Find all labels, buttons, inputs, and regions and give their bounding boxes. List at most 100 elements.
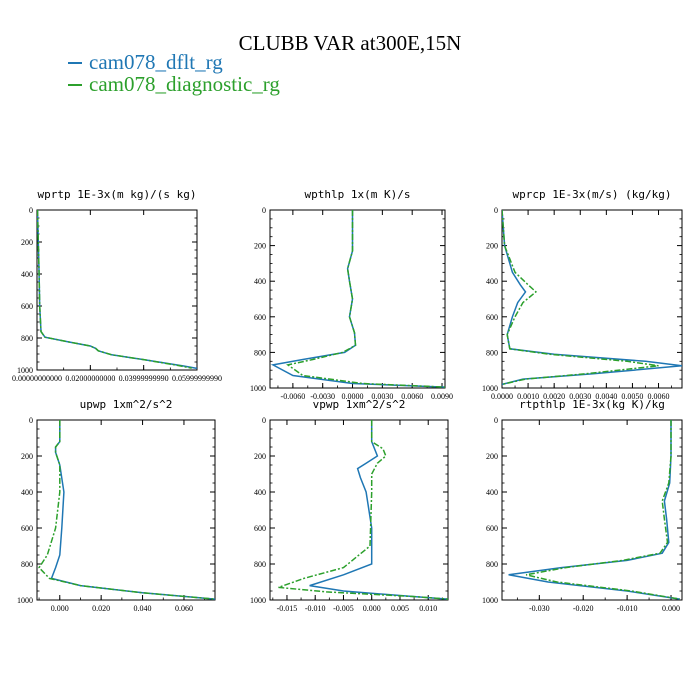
series-line-diagnostic <box>38 420 215 600</box>
series-line-diagnostic <box>286 210 445 388</box>
y-tick-label: 600 <box>21 302 33 311</box>
y-tick-label: 1000 <box>482 596 498 605</box>
legend-line-diagnostic <box>68 84 82 87</box>
x-tick-label: 0.000 <box>662 604 680 613</box>
plot-frame <box>501 209 683 389</box>
y-tick-label: 0 <box>262 416 266 425</box>
y-tick-label: 200 <box>254 452 266 461</box>
series-line-dflt <box>508 420 680 600</box>
x-tick-label: -0.010 <box>617 604 638 613</box>
series-line-dflt <box>270 210 445 388</box>
series-line-diagnostic <box>37 210 192 369</box>
x-tick-label: -0.0030 <box>310 392 335 401</box>
x-tick-label: 0.02000000000 <box>65 374 115 383</box>
x-tick-label: 0.010 <box>419 604 437 613</box>
x-tick-label: 0.0060 <box>648 392 670 401</box>
y-tick-label: 1000 <box>482 384 498 393</box>
x-tick-label: 0.05999999990 <box>172 374 222 383</box>
x-tick-label: 0.005 <box>391 604 409 613</box>
x-tick-label: 0.0000 <box>491 392 513 401</box>
y-tick-label: 1000 <box>250 596 266 605</box>
x-tick-label: 0.0060 <box>401 392 423 401</box>
y-tick-label: 200 <box>21 452 33 461</box>
y-tick-label: 800 <box>486 348 498 357</box>
plot-frame <box>269 419 449 601</box>
x-tick-label: 0.0030 <box>569 392 591 401</box>
x-tick-label: 0.040 <box>134 604 152 613</box>
series-line-diagnostic <box>502 210 659 386</box>
x-tick-label: 0.000 <box>363 604 381 613</box>
y-tick-label: 400 <box>21 270 33 279</box>
series-line-dflt <box>37 210 197 370</box>
x-tick-label: -0.0060 <box>281 392 306 401</box>
x-tick-label: -0.010 <box>305 604 326 613</box>
y-tick-label: 600 <box>486 313 498 322</box>
y-tick-label: 600 <box>254 524 266 533</box>
legend-label-dflt: cam078_dflt_rg <box>89 50 223 74</box>
x-tick-label: 0.0040 <box>595 392 617 401</box>
y-tick-label: 200 <box>254 242 266 251</box>
x-tick-label: -0.015 <box>277 604 298 613</box>
y-tick-label: 800 <box>21 560 33 569</box>
y-tick-label: 0 <box>494 416 498 425</box>
x-tick-label: 0.0030 <box>371 392 393 401</box>
y-tick-label: 800 <box>254 560 266 569</box>
panel-title: wpthlp 1x(m K)/s <box>305 188 411 201</box>
x-tick-label: 0.0050 <box>621 392 643 401</box>
series-line-diagnostic <box>525 420 680 600</box>
x-tick-label: 0.0090 <box>431 392 453 401</box>
y-tick-label: 600 <box>486 524 498 533</box>
x-tick-label: 0.060 <box>175 604 193 613</box>
y-tick-label: 0 <box>494 206 498 215</box>
figure-title: CLUBB VAR at300E,15N <box>238 31 462 55</box>
y-tick-label: 400 <box>486 277 498 286</box>
x-tick-label: -0.020 <box>573 604 594 613</box>
panel-3: wprcp 1E-3x(m/s) (kg/kg) 0 200 400 600 800 100… <box>482 188 683 401</box>
legend-entry-diagnostic: cam078_diagnostic_rg <box>68 72 280 97</box>
plot-frame <box>501 419 683 601</box>
x-tick-label: -0.030 <box>529 604 550 613</box>
panel-title: upwp 1xm^2/s^2 <box>80 398 173 411</box>
legend-line-dflt <box>68 62 82 65</box>
panel-title: vpwp 1xm^2/s^2 <box>313 398 406 411</box>
y-tick-label: 200 <box>486 242 498 251</box>
x-tick-label: 0.03999999990 <box>119 374 169 383</box>
panel-title: wprcp 1E-3x(m/s) (kg/kg) <box>513 188 672 201</box>
y-tick-label: 400 <box>254 488 266 497</box>
x-tick-label: 0.0020 <box>543 392 565 401</box>
series-line-dflt <box>309 420 448 600</box>
y-tick-label: 200 <box>486 452 498 461</box>
x-tick-label: -0.005 <box>333 604 354 613</box>
panel-title: wprtp 1E-3x(m kg)/(s kg) <box>38 188 197 201</box>
y-tick-label: 1000 <box>250 384 266 393</box>
plot-frame <box>36 419 216 601</box>
y-tick-label: 800 <box>486 560 498 569</box>
y-tick-label: 400 <box>21 488 33 497</box>
y-tick-label: 0 <box>29 206 33 215</box>
x-tick-label: 0.0010 <box>517 392 539 401</box>
x-tick-label: 0.0000 <box>342 392 364 401</box>
y-tick-label: 0 <box>29 416 33 425</box>
panel-1: wprtp 1E-3x(m kg)/(s kg) 0 200 400 600 800 100… <box>12 188 222 383</box>
panel-title: rtpthlp 1E-3x(kg K)/kg <box>519 398 665 411</box>
y-tick-label: 800 <box>254 348 266 357</box>
y-tick-label: 1000 <box>17 366 33 375</box>
y-tick-label: 1000 <box>17 596 33 605</box>
series-line-dflt <box>50 420 215 600</box>
panel-6: rtpthlp 1E-3x(kg K)/kg 0 200 400 600 800 1000 -… <box>482 398 683 613</box>
x-tick-label: 0.020 <box>92 604 110 613</box>
panel-4: upwp 1xm^2/s^2 0 200 400 600 800 1000 0.000 0.02… <box>17 398 216 613</box>
y-tick-label: 200 <box>21 238 33 247</box>
y-tick-label: 600 <box>254 313 266 322</box>
x-tick-label: 0.000 <box>51 604 69 613</box>
series-line-diagnostic <box>278 420 448 600</box>
y-tick-label: 400 <box>254 277 266 286</box>
y-tick-label: 600 <box>21 524 33 533</box>
y-tick-label: 0 <box>262 206 266 215</box>
x-tick-label: 0.00000000000 <box>12 374 62 383</box>
panel-2: wpthlp 1x(m K)/s 0 200 400 600 800 1000 -0.0060… <box>250 188 453 401</box>
y-tick-label: 400 <box>486 488 498 497</box>
legend-label-diagnostic: cam078_diagnostic_rg <box>89 72 280 96</box>
y-tick-label: 800 <box>21 334 33 343</box>
